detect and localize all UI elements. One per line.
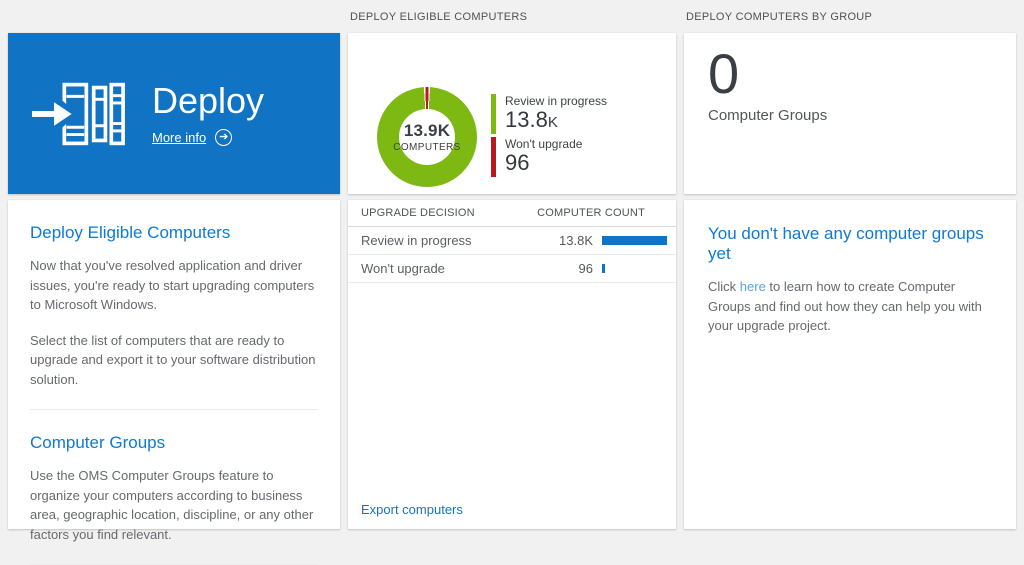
deploy-column: Deploy More info ➔ Deploy Eligible Compu… — [8, 0, 340, 565]
arrow-right-circle-icon: ➔ — [215, 129, 233, 146]
column-header-computer-count: COMPUTER COUNT — [537, 207, 645, 219]
legend-review-in-progress: Review in progress 13.8K — [491, 93, 608, 134]
computer-groups-count: 0 — [708, 42, 740, 105]
deploy-eligible-section: Deploy Eligible Computers Now that you'v… — [30, 200, 318, 410]
computer-groups-section: Computer Groups Use the OMS Computer Gro… — [30, 410, 318, 565]
eligible-computers-column: DEPLOY ELIGIBLE COMPUTERS 13.9K COMPUTER… — [348, 0, 676, 529]
donut-chart[interactable]: 13.9K COMPUTERS — [377, 86, 477, 187]
legend-value: 96 — [505, 149, 530, 175]
row-label: Won't upgrade — [361, 261, 445, 276]
upgrade-readiness-deploy-dashboard: Deploy More info ➔ Deploy Eligible Compu… — [8, 0, 1016, 565]
row-count: 13.8K — [559, 233, 593, 248]
donut-center: 13.9K COMPUTERS — [393, 108, 460, 165]
here-link[interactable]: here — [739, 279, 766, 294]
donut-center-value: 13.9K — [403, 120, 451, 140]
upgrade-decision-table-panel: UPGRADE DECISION COMPUTER COUNT Review i… — [348, 200, 676, 529]
section-paragraph: Now that you've resolved application and… — [30, 258, 315, 312]
section-header-by-group: DEPLOY COMPUTERS BY GROUP — [686, 10, 873, 23]
section-header-eligible: DEPLOY ELIGIBLE COMPUTERS — [350, 10, 528, 23]
section-paragraph: Use the OMS Computer Groups feature to o… — [30, 468, 314, 542]
legend-label: Review in progress — [505, 93, 608, 108]
legend-wont-upgrade: Won't upgrade 96 — [491, 136, 607, 177]
deploy-icon — [32, 82, 125, 145]
deploy-tile[interactable]: Deploy More info ➔ — [8, 33, 340, 194]
row-count: 96 — [578, 261, 593, 276]
no-groups-text: Click here to learn how to create Comput… — [708, 279, 982, 333]
chart-legend: Review in progress 13.8K Won't upgrade 9… — [491, 93, 608, 180]
column-header-upgrade-decision: UPGRADE DECISION — [361, 207, 475, 219]
table-row-wont-upgrade[interactable]: Won't upgrade 96 — [348, 255, 676, 283]
left-column-header — [8, 0, 340, 33]
row-label: Review in progress — [361, 233, 472, 248]
computer-groups-label: Computer Groups — [708, 107, 828, 124]
more-info-link[interactable]: More info ➔ — [152, 129, 264, 146]
count-bar — [602, 236, 667, 245]
count-bar — [602, 264, 667, 273]
deploy-info-panel: Deploy Eligible Computers Now that you'v… — [8, 200, 340, 565]
section-heading-deploy-eligible: Deploy Eligible Computers — [30, 223, 231, 242]
computer-groups-info-panel: You don't have any computer groups yet C… — [684, 200, 1016, 529]
legend-value: 13.8K — [505, 106, 558, 132]
legend-label: Won't upgrade — [505, 136, 583, 151]
deploy-title: Deploy — [152, 80, 265, 121]
more-info-label: More info — [152, 130, 207, 145]
no-groups-heading: You don't have any computer groups yet — [708, 224, 984, 263]
donut-center-label: COMPUTERS — [393, 141, 461, 153]
section-heading-computer-groups: Computer Groups — [30, 433, 166, 452]
table-row-review-in-progress[interactable]: Review in progress 13.8K — [348, 227, 676, 255]
deploy-tile-text: Deploy More info ➔ — [152, 81, 264, 146]
table-header: UPGRADE DECISION COMPUTER COUNT — [348, 200, 676, 227]
eligible-computers-tile[interactable]: 13.9K COMPUTERS Review in progress 13.8K… — [348, 33, 676, 194]
export-computers-link[interactable]: Export computers — [361, 502, 463, 517]
computers-by-group-column: DEPLOY COMPUTERS BY GROUP 0 Computer Gro… — [684, 0, 1016, 529]
section-paragraph: Select the list of computers that are re… — [30, 332, 316, 387]
computer-groups-tile[interactable]: 0 Computer Groups — [684, 33, 1016, 194]
